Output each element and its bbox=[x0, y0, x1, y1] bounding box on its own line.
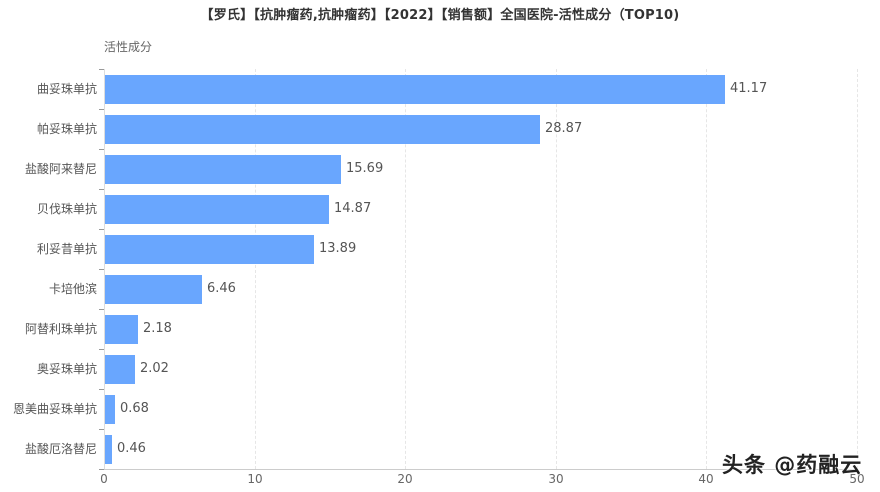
category-label: 帕妥珠单抗 bbox=[36, 122, 97, 136]
bar[interactable] bbox=[105, 235, 314, 264]
y-tick bbox=[99, 429, 104, 430]
value-label: 15.69 bbox=[346, 161, 384, 176]
bar[interactable] bbox=[105, 75, 725, 104]
y-axis-line bbox=[104, 69, 105, 469]
bar-row: 阿替利珠单抗 2.18 bbox=[25, 309, 857, 349]
y-tick bbox=[99, 149, 104, 150]
x-tick-label: 30 bbox=[548, 472, 564, 486]
gridline bbox=[857, 69, 858, 469]
bar[interactable] bbox=[105, 395, 115, 424]
category-label: 利妥昔单抗 bbox=[36, 242, 97, 256]
category-label: 盐酸厄洛替尼 bbox=[24, 442, 97, 456]
gridline bbox=[706, 69, 707, 469]
bar-row: 恩美曲妥珠单抗 0.68 bbox=[13, 389, 857, 429]
category-label: 阿替利珠单抗 bbox=[24, 322, 97, 336]
bar-row: 卡培他滨 6.46 bbox=[49, 269, 857, 309]
value-label: 14.87 bbox=[334, 201, 372, 216]
gridline bbox=[556, 69, 557, 469]
x-tick-label: 10 bbox=[247, 472, 263, 486]
bar[interactable] bbox=[105, 155, 341, 184]
gridline bbox=[255, 69, 256, 469]
x-tick-label: 50 bbox=[849, 472, 865, 486]
x-tick-label: 0 bbox=[100, 472, 108, 486]
y-tick bbox=[99, 229, 104, 230]
bar[interactable] bbox=[105, 355, 135, 384]
watermark: 头条 @药融云 bbox=[722, 453, 863, 477]
bar-row: 曲妥珠单抗 41.17 bbox=[37, 69, 857, 109]
gridline bbox=[405, 69, 406, 469]
x-tick-label: 20 bbox=[397, 472, 413, 486]
value-label: 2.02 bbox=[140, 361, 169, 376]
bar-row: 帕妥珠单抗 28.87 bbox=[37, 109, 857, 149]
y-tick bbox=[99, 349, 104, 350]
y-tick bbox=[99, 69, 104, 70]
bar[interactable] bbox=[105, 315, 138, 344]
y-tick bbox=[99, 109, 104, 110]
bar-row: 贝伐珠单抗 14.87 bbox=[37, 189, 857, 229]
y-tick bbox=[99, 189, 104, 190]
value-label: 0.46 bbox=[117, 441, 146, 456]
category-label: 奥妥珠单抗 bbox=[36, 362, 97, 376]
y-tick bbox=[99, 309, 104, 310]
category-label: 曲妥珠单抗 bbox=[36, 82, 97, 96]
bar[interactable] bbox=[105, 115, 540, 144]
y-axis-label: 活性成分 bbox=[104, 40, 153, 54]
bar-row: 盐酸阿来替尼 15.69 bbox=[25, 149, 857, 189]
category-label: 恩美曲妥珠单抗 bbox=[12, 402, 97, 416]
bar[interactable] bbox=[105, 195, 329, 224]
value-label: 2.18 bbox=[143, 321, 172, 336]
value-label: 0.68 bbox=[120, 401, 149, 416]
bar[interactable] bbox=[105, 435, 112, 464]
bar[interactable] bbox=[105, 275, 202, 304]
y-tick bbox=[99, 269, 104, 270]
chart-title: 【罗氏】【抗肿瘤药,抗肿瘤药】【2022】【销售额】全国医院-活性成分（TOP1… bbox=[200, 8, 680, 23]
category-label: 贝伐珠单抗 bbox=[36, 202, 97, 216]
bar-row: 盐酸厄洛替尼 0.46 bbox=[25, 429, 857, 469]
y-tick bbox=[99, 469, 104, 470]
bar-row: 利妥昔单抗 13.89 bbox=[37, 229, 857, 269]
category-label: 盐酸阿来替尼 bbox=[24, 162, 97, 176]
plot-area: 曲妥珠单抗 41.17 帕妥珠单抗 28.87 盐酸阿来替尼 15.69 贝伐珠… bbox=[13, 69, 858, 470]
y-tick bbox=[99, 389, 104, 390]
x-axis-line bbox=[104, 469, 857, 470]
category-label: 卡培他滨 bbox=[48, 282, 97, 296]
value-label: 41.17 bbox=[730, 81, 768, 96]
x-tick-label: 40 bbox=[698, 472, 714, 486]
value-label: 28.87 bbox=[545, 121, 583, 136]
value-label: 6.46 bbox=[207, 281, 236, 296]
value-label: 13.89 bbox=[319, 241, 357, 256]
bar-row: 奥妥珠单抗 2.02 bbox=[37, 349, 857, 389]
